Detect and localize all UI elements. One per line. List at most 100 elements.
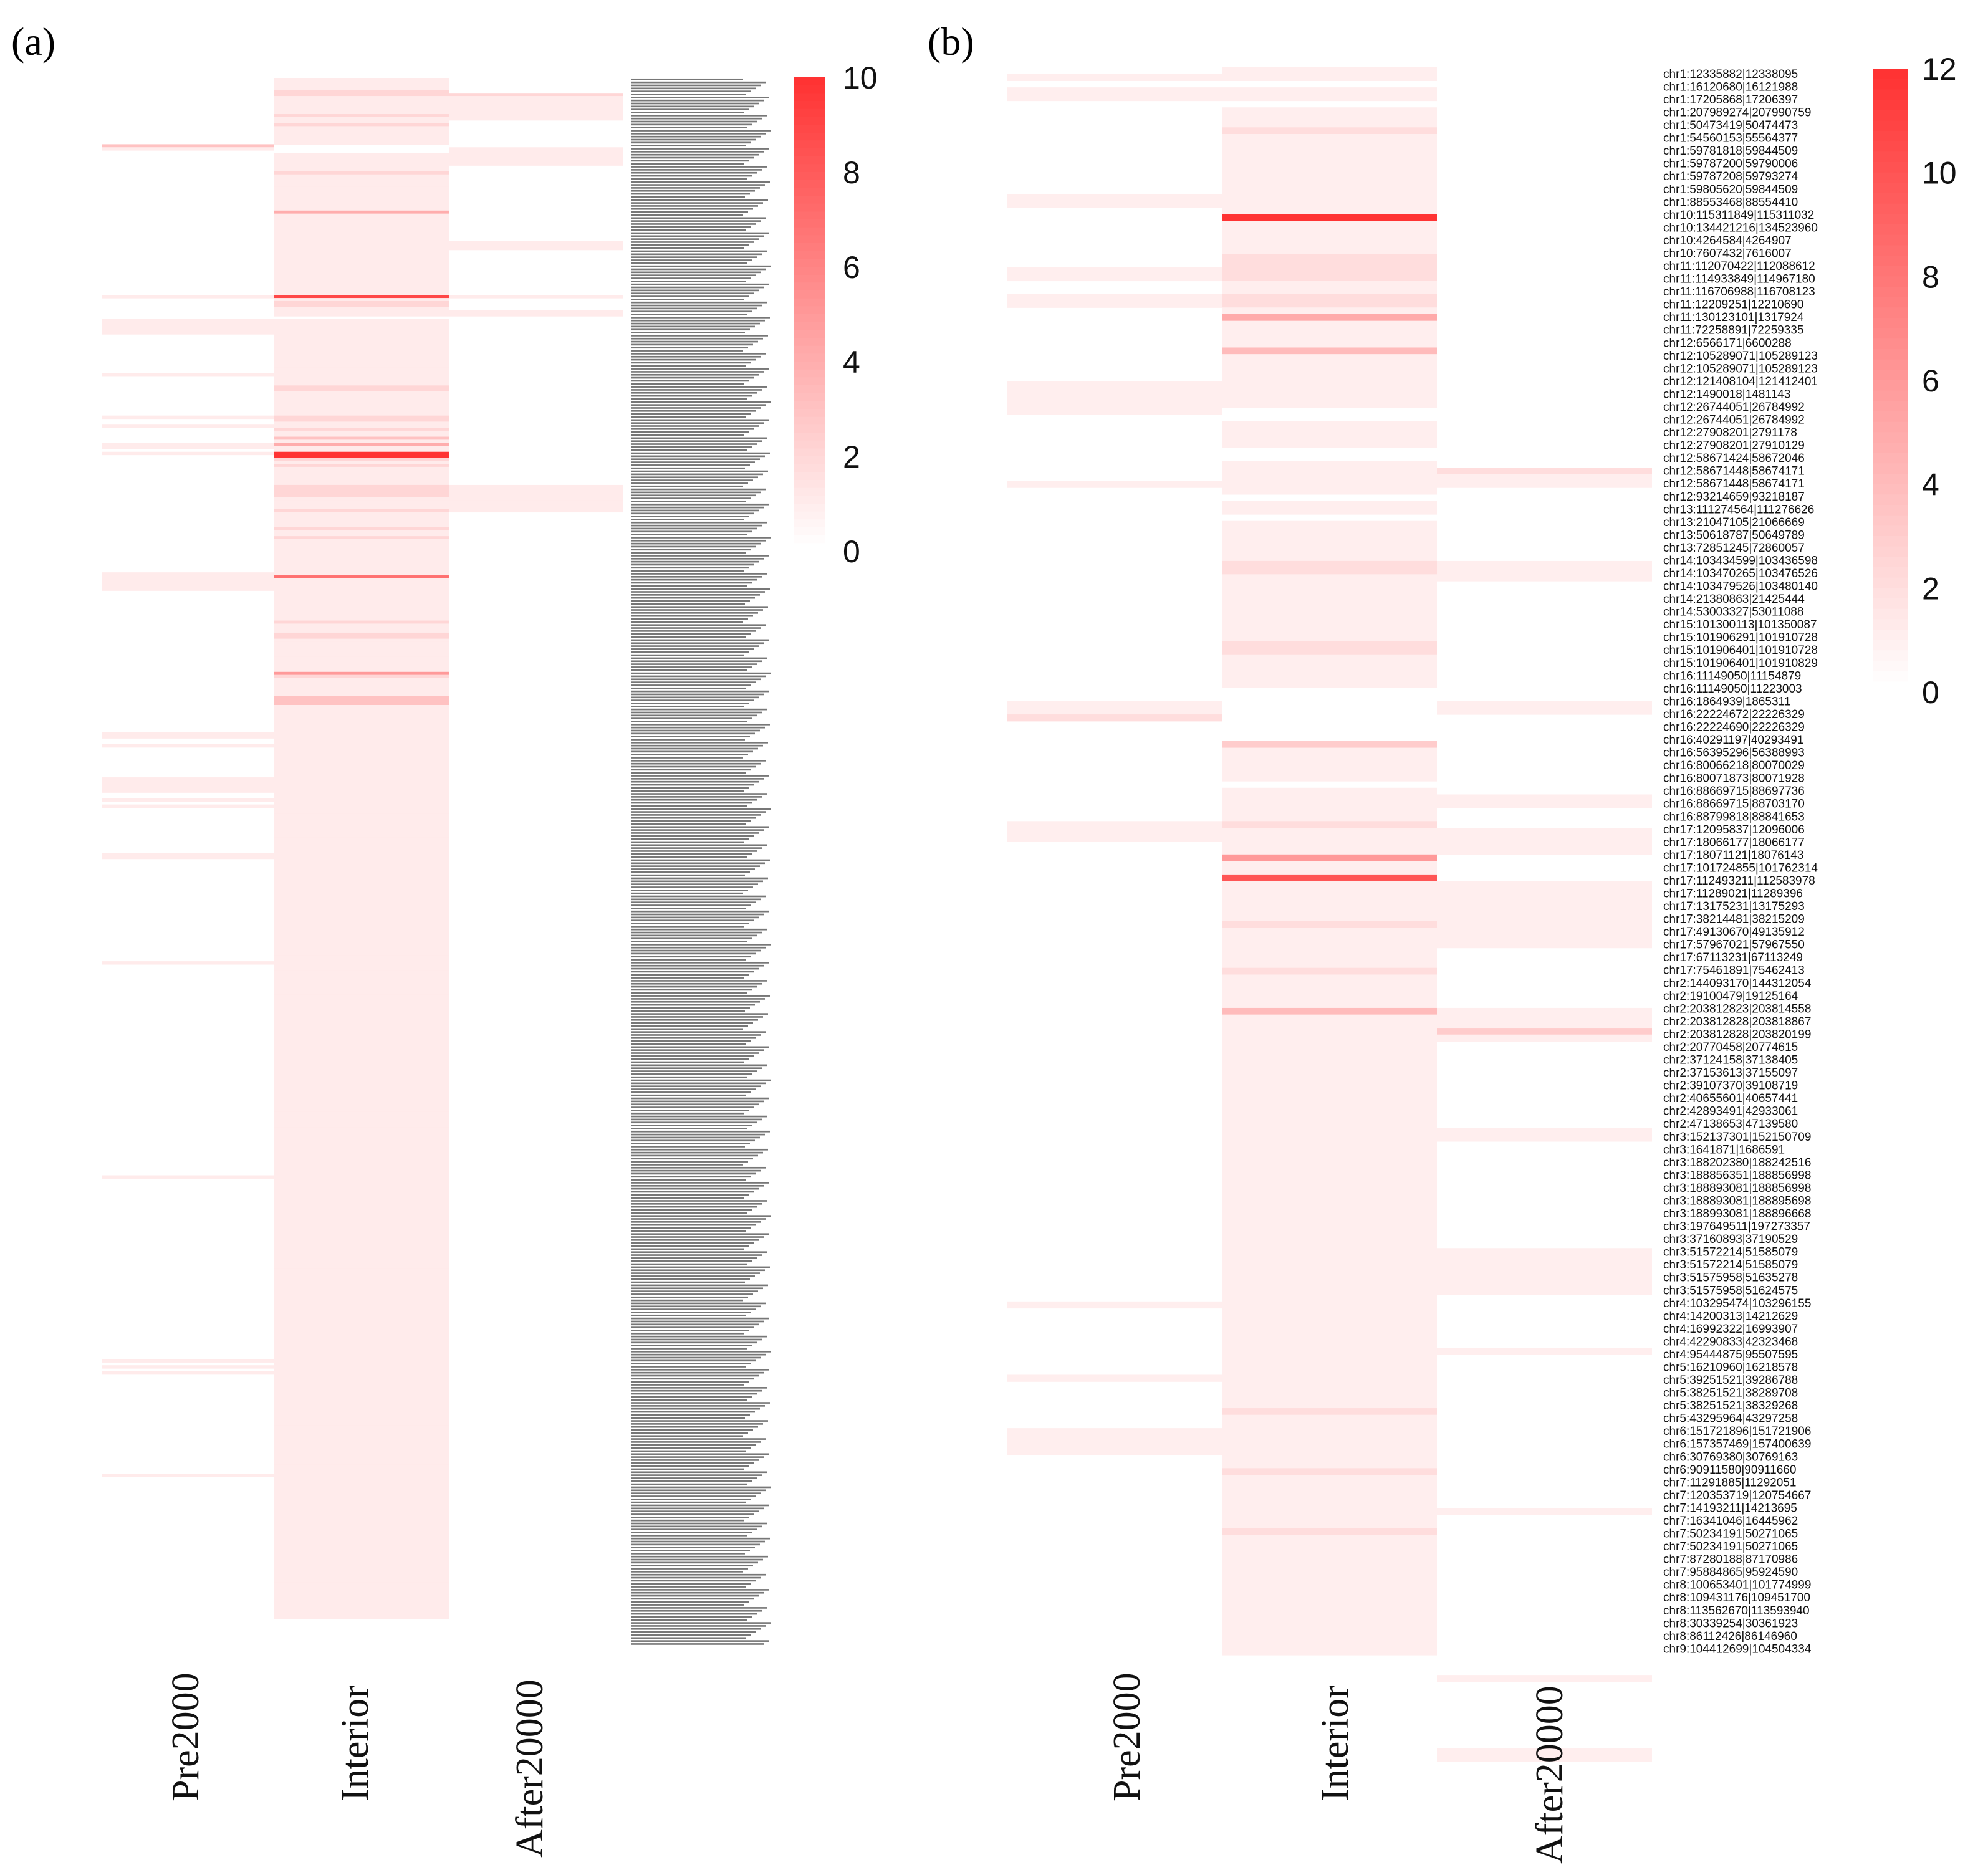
row-label: chr3:1641871|1686591: [1663, 1143, 1785, 1156]
heatmap-cell: [274, 819, 449, 823]
heatmap-cell: [1437, 1028, 1652, 1035]
heatmap-cell: [1437, 1268, 1652, 1275]
heatmap-cell: [1222, 1434, 1437, 1442]
colorbar-segment: [794, 132, 825, 141]
row-label: [631, 934, 757, 937]
heatmap-cell: [274, 1350, 449, 1354]
heatmap-cell: [274, 159, 449, 163]
heatmap-cell: [274, 90, 449, 94]
row-label: [631, 883, 758, 885]
heatmap-cell: [274, 403, 449, 407]
row-label: [631, 196, 745, 198]
heatmap-cell: [1222, 1228, 1437, 1235]
row-label: [631, 615, 753, 617]
heatmap-cell: [1437, 928, 1652, 935]
colorbar-segment: [794, 472, 825, 481]
heatmap-cell: [1222, 1007, 1437, 1015]
row-label: [631, 332, 745, 333]
heatmap-cell: [1222, 94, 1437, 102]
row-label: [631, 1016, 763, 1018]
heatmap-cell: [1222, 174, 1437, 181]
row-label: chr7:120353719|120754667: [1663, 1489, 1811, 1502]
heatmap-cell: [274, 198, 449, 202]
row-label: [631, 1049, 764, 1051]
heatmap-cell: [274, 228, 449, 233]
heatmap-cell: [274, 1021, 449, 1025]
row-label: [631, 283, 769, 285]
heatmap-cell: [102, 572, 274, 576]
row-label: [631, 1486, 771, 1489]
row-label: [631, 1212, 747, 1214]
row-label: chr1:88553468|88554410: [1663, 196, 1798, 209]
heatmap-cell: [1222, 807, 1437, 815]
row-label: [631, 1040, 751, 1042]
row-label: [631, 769, 751, 771]
heatmap-cell: [1222, 394, 1437, 401]
heatmap-cell: [1222, 1448, 1437, 1455]
colorbar-segment: [1873, 89, 1908, 100]
row-label: chr4:103295474|103296155: [1663, 1297, 1811, 1310]
row-label: [631, 859, 770, 861]
heatmap-cell: [274, 1232, 449, 1236]
heatmap-cell: [274, 518, 449, 522]
heatmap-cell: [274, 1313, 449, 1318]
col-label-after20000-b: After20000: [1529, 1686, 1571, 1864]
colorbar-segment: [794, 401, 825, 410]
row-label: chr4:14200313|14212629: [1663, 1310, 1798, 1323]
row-label: [631, 892, 743, 894]
heatmap-cell: [274, 1395, 449, 1399]
row-label: [631, 1076, 747, 1078]
colorbar-segment: [1873, 256, 1908, 267]
row-label: chr2:144093170|144312054: [1663, 977, 1812, 990]
heatmap-cell: [274, 1425, 449, 1429]
heatmap-cell: [274, 1329, 449, 1333]
heatmap-cell: [1222, 140, 1437, 148]
heatmap-cell: [274, 300, 449, 305]
heatmap-cell: [274, 1485, 449, 1490]
row-label: [631, 1230, 746, 1232]
heatmap-cell: [274, 282, 449, 287]
row-label: [631, 1043, 746, 1045]
row-label: [631, 202, 763, 204]
heatmap-cell: [1222, 1301, 1437, 1309]
heatmap-cell: [274, 192, 449, 196]
row-label: [631, 784, 754, 786]
heatmap-cell: [274, 753, 449, 757]
row-label: [631, 1338, 762, 1341]
row-label: [631, 1459, 759, 1461]
heatmap-cell: [274, 1193, 449, 1197]
heatmap-cell: [274, 319, 449, 323]
heatmap-cell: [274, 1347, 449, 1351]
row-label: [631, 163, 744, 165]
row-label: [631, 1417, 745, 1419]
heatmap-cell: [1222, 347, 1437, 355]
row-label: [631, 1616, 752, 1618]
heatmap-cell: [274, 421, 449, 425]
row-label: [631, 1580, 756, 1582]
colorbar-segment: [1873, 318, 1908, 329]
heatmap-cell: [274, 204, 449, 208]
row-label: [631, 1172, 756, 1175]
heatmap-cell: [274, 1184, 449, 1188]
colorbar-segment: [1873, 79, 1908, 90]
heatmap-cell: [274, 117, 449, 121]
heatmap-cell: [1222, 841, 1437, 848]
heatmap-cell: [274, 246, 449, 251]
colorbar-segment: [1873, 193, 1908, 204]
row-label: [631, 542, 761, 545]
row-label: [631, 1374, 759, 1377]
heatmap-cell: [274, 668, 449, 673]
heatmap-cell: [274, 858, 449, 863]
heatmap-cell: [274, 1503, 449, 1508]
heatmap-cell: [1222, 334, 1437, 342]
row-label: [631, 1396, 752, 1398]
row-label: [631, 1079, 771, 1081]
row-label: [631, 980, 767, 982]
row-label: [631, 597, 755, 599]
row-label: chr16:40291197|40293491: [1663, 734, 1803, 747]
heatmap-cell: [1437, 1281, 1652, 1289]
row-label: [631, 1245, 749, 1247]
row-label: [631, 1399, 747, 1401]
row-label: [631, 78, 743, 80]
heatmap-cell: [1222, 1034, 1437, 1042]
